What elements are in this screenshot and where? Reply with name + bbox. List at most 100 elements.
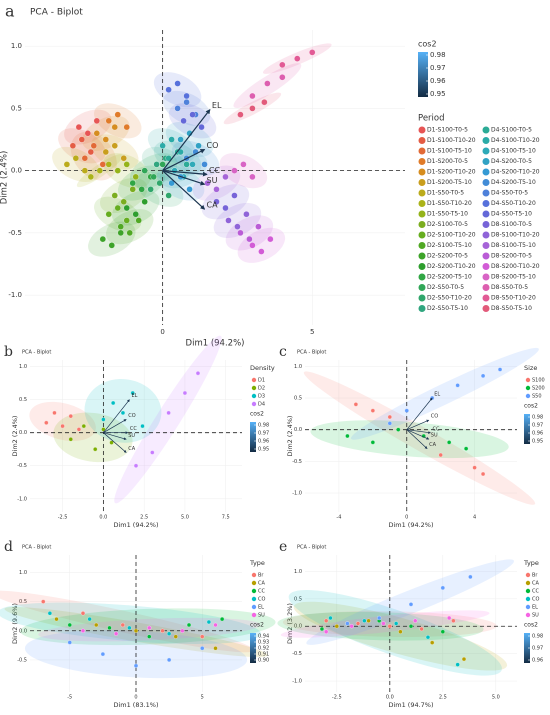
point	[249, 105, 256, 112]
legend-label: D2-S50-T10-20	[427, 295, 472, 302]
point	[94, 622, 99, 628]
group-ellipse	[88, 221, 136, 257]
point	[99, 161, 106, 168]
point	[461, 656, 467, 662]
group-ellipse	[147, 128, 196, 164]
y-tick-label: 1.0	[19, 364, 27, 370]
point	[404, 408, 409, 413]
y-axis-label: Dim2 (3.2%)	[286, 603, 294, 644]
point	[387, 624, 392, 629]
point	[222, 204, 229, 212]
legend-label: D1-S50-T10-20	[427, 200, 472, 207]
point	[81, 155, 88, 162]
group-ellipse	[114, 335, 222, 504]
legend-label: Br	[258, 573, 264, 579]
legend-swatch	[482, 126, 490, 134]
loading-label: SU	[431, 433, 438, 439]
legend-label: D4-S50-T0-5	[491, 190, 528, 197]
group-ellipse	[100, 177, 148, 214]
point	[76, 427, 82, 432]
y-tick-label: 0.0	[11, 167, 22, 175]
y-tick-label: 1.0	[294, 364, 302, 370]
legend-label: D4-S100-T10-20	[491, 137, 540, 144]
point	[138, 186, 145, 193]
point	[67, 640, 72, 645]
x-axis-label: Dim1 (83.1%)	[113, 701, 158, 709]
point	[243, 211, 250, 218]
point	[174, 105, 181, 112]
legend-label: D1-S100-T5-10	[427, 148, 472, 155]
point	[219, 616, 225, 622]
point	[150, 173, 157, 181]
legend-label: D2-S50-T5-10	[427, 305, 468, 312]
loading-label: CA	[429, 442, 436, 448]
point	[96, 167, 103, 174]
point	[133, 663, 139, 668]
point	[111, 142, 118, 149]
legend-label: D1-S100-T0-5	[427, 127, 468, 134]
legend-label: D8-S200-T5-10	[491, 274, 536, 281]
point	[127, 625, 132, 631]
point	[159, 142, 166, 149]
point	[349, 624, 354, 629]
point	[129, 186, 136, 193]
point	[166, 410, 171, 416]
point	[468, 574, 473, 580]
point	[213, 646, 218, 651]
x-tick-label: -5	[67, 695, 72, 701]
colorbar-tick-label: 0.98	[532, 634, 543, 640]
point	[279, 74, 286, 81]
point	[81, 423, 86, 429]
group-ellipse	[288, 590, 502, 676]
colorbar-tick-label: 0.96	[532, 431, 543, 437]
legend-label: D4-S200-T5-10	[491, 179, 536, 186]
point	[107, 625, 112, 631]
point	[123, 204, 130, 212]
legend-swatch	[482, 137, 490, 144]
legend-label: D8-S50-T10-20	[491, 295, 536, 302]
point	[381, 621, 386, 626]
group-ellipse	[0, 590, 255, 653]
group-ellipse	[70, 131, 117, 181]
point	[153, 161, 160, 168]
colorbar-tick-label: 0.96	[532, 658, 543, 664]
legend-label: S200	[532, 386, 545, 392]
point	[93, 447, 98, 452]
group-ellipse	[82, 115, 130, 151]
point	[60, 423, 65, 429]
point	[168, 136, 175, 143]
x-tick-label: 0.0	[99, 515, 107, 521]
legend-swatch	[482, 273, 490, 281]
legend-label: Br	[532, 573, 538, 579]
loading-label: EL	[434, 392, 440, 398]
legend-label: D1-S50-T0-5	[427, 190, 464, 197]
group-ellipse	[165, 121, 214, 158]
x-tick-label: 5	[310, 328, 314, 336]
legend-label: D8-S100-T5-10	[491, 242, 536, 249]
legend-label: CA	[532, 581, 539, 587]
point	[377, 615, 382, 621]
colorbar-tick-label: 0.98	[532, 415, 543, 421]
group-ellipse	[293, 601, 508, 671]
group-ellipse	[64, 109, 112, 145]
legend-swatch	[251, 572, 257, 578]
legend-label: CC	[532, 589, 539, 595]
legend-label: EL	[258, 605, 264, 611]
x-axis-label: Dim1 (94.2%)	[388, 521, 433, 529]
legend-swatch	[418, 294, 426, 302]
colorbar-tick-label: 0.98	[430, 51, 446, 59]
point	[109, 440, 114, 445]
legend-swatch	[482, 252, 490, 260]
legend-swatch	[251, 385, 257, 391]
legend-swatch	[482, 263, 490, 270]
legend-label: D2-S200-T10-20	[427, 263, 476, 270]
colorbar-tick-label: 0.94	[258, 634, 269, 640]
point	[101, 417, 106, 422]
x-tick-label: 0.0	[386, 695, 394, 701]
legend-swatch	[482, 179, 490, 186]
legend-label: S50	[532, 394, 542, 400]
colorbar-title: cos2	[524, 622, 538, 629]
loading-label: CO	[207, 141, 219, 150]
point	[141, 198, 148, 205]
point	[114, 167, 121, 174]
